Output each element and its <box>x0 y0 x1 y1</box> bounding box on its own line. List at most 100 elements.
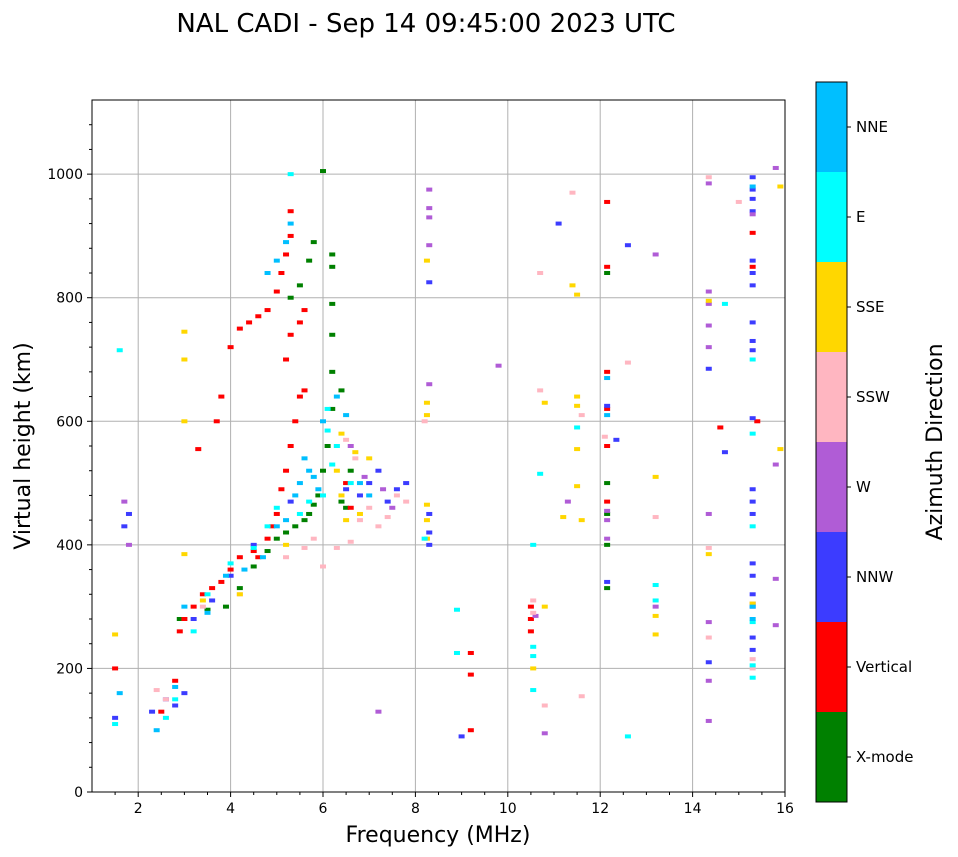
data-point <box>541 604 548 609</box>
data-point <box>569 283 576 288</box>
colorbar-tick-label: E <box>856 208 865 226</box>
colorbar-segment <box>816 262 847 352</box>
data-point <box>356 518 363 523</box>
data-point <box>375 524 382 529</box>
data-point <box>181 604 188 609</box>
data-point <box>112 722 119 727</box>
data-point <box>423 518 430 523</box>
data-point <box>283 357 290 362</box>
colorbar: X-mode Vertical NNW W SSW SSE E NNE <box>815 81 913 803</box>
data-point <box>333 444 340 448</box>
data-point <box>320 169 326 174</box>
data-point <box>421 419 428 424</box>
data-point <box>389 505 396 510</box>
data-point <box>320 564 326 569</box>
data-point <box>453 607 460 612</box>
x-tick-label: 12 <box>591 801 609 817</box>
data-point <box>352 450 359 455</box>
data-point <box>578 694 585 699</box>
data-point <box>301 308 308 313</box>
colorbar-segment <box>816 442 847 532</box>
data-point <box>236 326 243 331</box>
data-point <box>530 644 537 649</box>
data-point <box>749 187 756 192</box>
data-point <box>426 206 433 211</box>
data-point <box>218 394 225 399</box>
y-tick-label: 800 <box>56 291 83 307</box>
data-point <box>366 505 373 510</box>
data-point <box>176 617 183 621</box>
data-point <box>366 456 373 461</box>
data-point <box>604 518 611 523</box>
data-point <box>426 280 433 285</box>
data-point <box>393 487 400 492</box>
data-point <box>356 493 363 498</box>
colorbar-frame <box>815 81 848 803</box>
data-point <box>283 240 290 245</box>
y-axis-ticks: 0 200 400 600 800 1000 <box>47 124 92 801</box>
data-point <box>705 660 712 665</box>
colorbar-tick-label: W <box>856 478 871 496</box>
data-point <box>181 329 188 334</box>
data-point <box>749 657 756 662</box>
data-point <box>530 688 537 693</box>
data-point <box>227 345 234 350</box>
data-point <box>423 413 430 418</box>
data-point <box>423 258 430 263</box>
data-point <box>329 264 336 269</box>
data-point <box>541 703 548 708</box>
data-point <box>705 718 712 723</box>
data-point <box>343 481 350 486</box>
data-point <box>705 635 712 640</box>
data-point <box>574 403 581 408</box>
data-point <box>116 691 123 696</box>
data-point <box>333 545 340 550</box>
data-point <box>530 610 537 615</box>
data-point <box>749 675 756 680</box>
data-point <box>241 567 248 572</box>
data-point <box>310 240 317 245</box>
data-point <box>384 515 391 520</box>
data-point <box>604 511 611 516</box>
colorbar-tick-label: Vertical <box>856 658 912 676</box>
data-point <box>777 184 784 189</box>
data-point <box>564 499 571 504</box>
data-point <box>338 431 345 436</box>
data-point <box>569 190 576 195</box>
data-point <box>705 366 712 371</box>
data-point <box>264 536 271 541</box>
data-point <box>604 579 611 584</box>
data-point <box>287 172 294 177</box>
data-point <box>301 388 308 393</box>
colorbar-segment <box>816 82 847 172</box>
data-point <box>749 620 756 625</box>
data-point <box>530 598 537 603</box>
data-point <box>705 511 712 516</box>
data-point <box>329 406 336 411</box>
data-point <box>343 413 350 418</box>
data-point <box>705 552 712 557</box>
data-point <box>264 308 271 313</box>
data-point <box>125 542 132 547</box>
data-point <box>604 499 611 504</box>
data-point <box>705 301 712 306</box>
data-point <box>458 734 465 739</box>
data-point <box>749 184 756 189</box>
colorbar-tick-label: SSW <box>856 388 890 406</box>
data-point <box>652 252 659 257</box>
data-point <box>772 462 779 467</box>
data-point <box>338 499 345 504</box>
colorbar-segment <box>816 712 847 802</box>
data-point <box>324 444 331 448</box>
data-point <box>721 450 728 455</box>
data-point <box>749 592 756 597</box>
data-point <box>527 629 534 634</box>
data-point <box>250 549 257 554</box>
data-point <box>227 573 234 578</box>
data-point <box>555 221 562 226</box>
data-point <box>333 468 340 473</box>
data-point <box>218 579 225 584</box>
series-x-mode <box>176 169 611 621</box>
data-point <box>333 394 340 399</box>
